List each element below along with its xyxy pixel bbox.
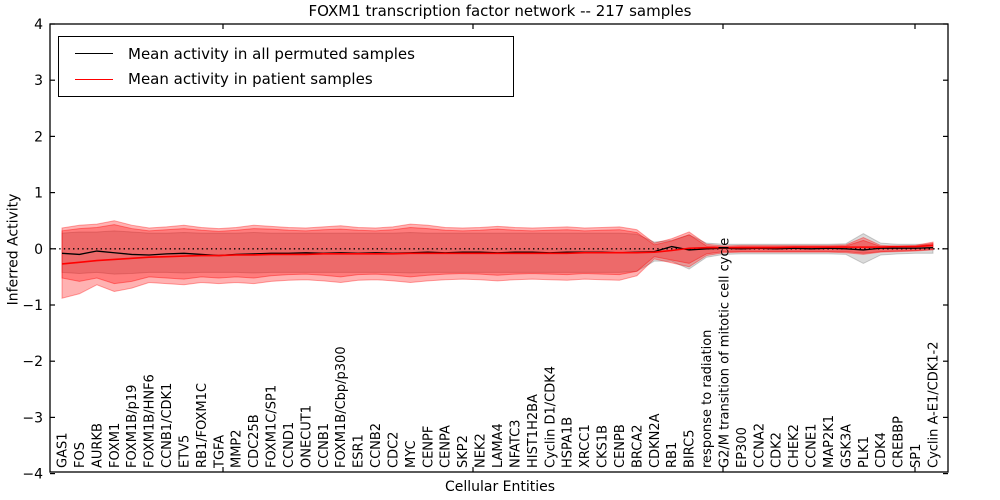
- legend-entry-label: Mean activity in patient samples: [128, 70, 373, 89]
- patient-range-inner-band: [61, 224, 934, 285]
- y-tick-label: −2: [22, 354, 43, 370]
- y-tick-label: −3: [22, 410, 43, 426]
- x-tick-label: NEK2: [474, 433, 489, 468]
- permuted-line-swatch: [75, 53, 113, 55]
- x-tick-label: GSK3A: [839, 424, 854, 468]
- y-tick-label: 2: [34, 129, 43, 145]
- y-tick-label: −1: [22, 298, 43, 314]
- y-tick-label: 3: [34, 73, 43, 89]
- x-tick-label: CCNB2: [369, 423, 384, 468]
- x-tick-label: HSPA1B: [561, 417, 576, 468]
- y-tick-label: 0: [34, 242, 43, 258]
- x-tick-label: CDK4: [874, 432, 889, 468]
- x-tick-label: CKS1B: [596, 425, 611, 468]
- x-tick-label: CDC25B: [247, 414, 262, 468]
- x-tick-label: SP1: [909, 444, 924, 468]
- x-tick-label: FOXM1B/HNF6: [143, 374, 158, 468]
- y-tick-label: 4: [34, 17, 43, 33]
- x-tick-label: CENPF: [421, 426, 436, 468]
- x-tick-label: CDC2: [386, 432, 401, 468]
- x-tick-label: MAP2K1: [822, 415, 837, 468]
- x-tick-label: CENPA: [439, 425, 454, 468]
- y-tick-label: 1: [34, 186, 43, 202]
- x-tick-label: Cyclin D1/CDK4: [543, 366, 558, 468]
- axes-frame: [49, 23, 949, 473]
- x-axis-label: Cellular Entities: [444, 479, 556, 495]
- x-tick-label: MYC: [404, 440, 419, 468]
- x-tick-label: CHEK2: [787, 424, 802, 468]
- x-tick-label: HIST1H2BA: [526, 394, 541, 468]
- x-tick-label: CCNA2: [752, 423, 767, 468]
- legend: Mean activity in all permuted samples Me…: [58, 36, 514, 97]
- patient-range-outer-band: [61, 220, 934, 299]
- x-tick-label: CCNE1: [805, 424, 820, 468]
- x-tick-label: ETV5: [177, 435, 192, 468]
- x-tick-label: response to radiation: [700, 330, 715, 468]
- x-tick-label: BIRC5: [683, 430, 698, 469]
- x-tick-label: RB1: [665, 442, 680, 468]
- x-tick-label: EP300: [735, 427, 750, 468]
- x-tick-label: AURKB: [90, 423, 105, 468]
- y-tick-label: −4: [22, 467, 43, 483]
- x-tick-label: MMP2: [230, 429, 245, 468]
- x-tick-label: NFATC3: [508, 420, 523, 468]
- x-tick-label: LAMA4: [491, 423, 506, 468]
- x-tick-label: FOS: [73, 442, 88, 468]
- x-tick-label: RB1/FOXM1C: [195, 383, 210, 468]
- legend-entry: Mean activity in all permuted samples: [59, 45, 513, 63]
- x-tick-label: CCND1: [282, 422, 297, 468]
- x-tick-label: FOXM1B/p19: [125, 385, 140, 468]
- chart-title: FOXM1 transcription factor network -- 21…: [308, 2, 692, 20]
- legend-entry: Mean activity in patient samples: [59, 70, 513, 88]
- y-axis-label: Inferred Activity: [5, 193, 22, 306]
- x-tick-label: G2/M transition of mitotic cell cycle: [717, 238, 732, 468]
- x-tick-label: FOXM1B/Cbp/p300: [334, 346, 349, 468]
- x-tick-label: CCNB1/CDK1: [160, 383, 175, 468]
- x-tick-label: SKP2: [456, 435, 471, 468]
- x-tick-label: CREBBP: [892, 416, 907, 468]
- x-tick-label: CDK2: [770, 432, 785, 468]
- x-tick-label: Cyclin A-E1/CDK1-2: [927, 341, 942, 468]
- legend-entry-label: Mean activity in all permuted samples: [128, 44, 415, 63]
- x-tick-label: CCNB1: [317, 423, 332, 468]
- x-tick-label: GAS1: [56, 433, 71, 469]
- x-tick-label: FOXM1C/SP1: [265, 385, 280, 468]
- x-tick-label: XRCC1: [578, 424, 593, 468]
- patient-line-swatch: [75, 78, 113, 80]
- x-tick-label: CENPB: [613, 424, 628, 468]
- patient-mean-line: [61, 244, 934, 265]
- x-tick-label: ONECUT1: [299, 405, 314, 468]
- x-tick-label: ESR1: [352, 434, 367, 468]
- x-tick-label: TGFA: [212, 435, 227, 469]
- x-tick-label: CDKN2A: [648, 413, 663, 468]
- x-tick-label: PLK1: [857, 436, 872, 468]
- x-tick-label: BRCA2: [630, 424, 645, 468]
- x-tick-label: FOXM1: [108, 423, 123, 468]
